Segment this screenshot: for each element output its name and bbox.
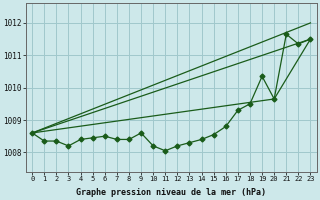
X-axis label: Graphe pression niveau de la mer (hPa): Graphe pression niveau de la mer (hPa) [76,188,266,197]
